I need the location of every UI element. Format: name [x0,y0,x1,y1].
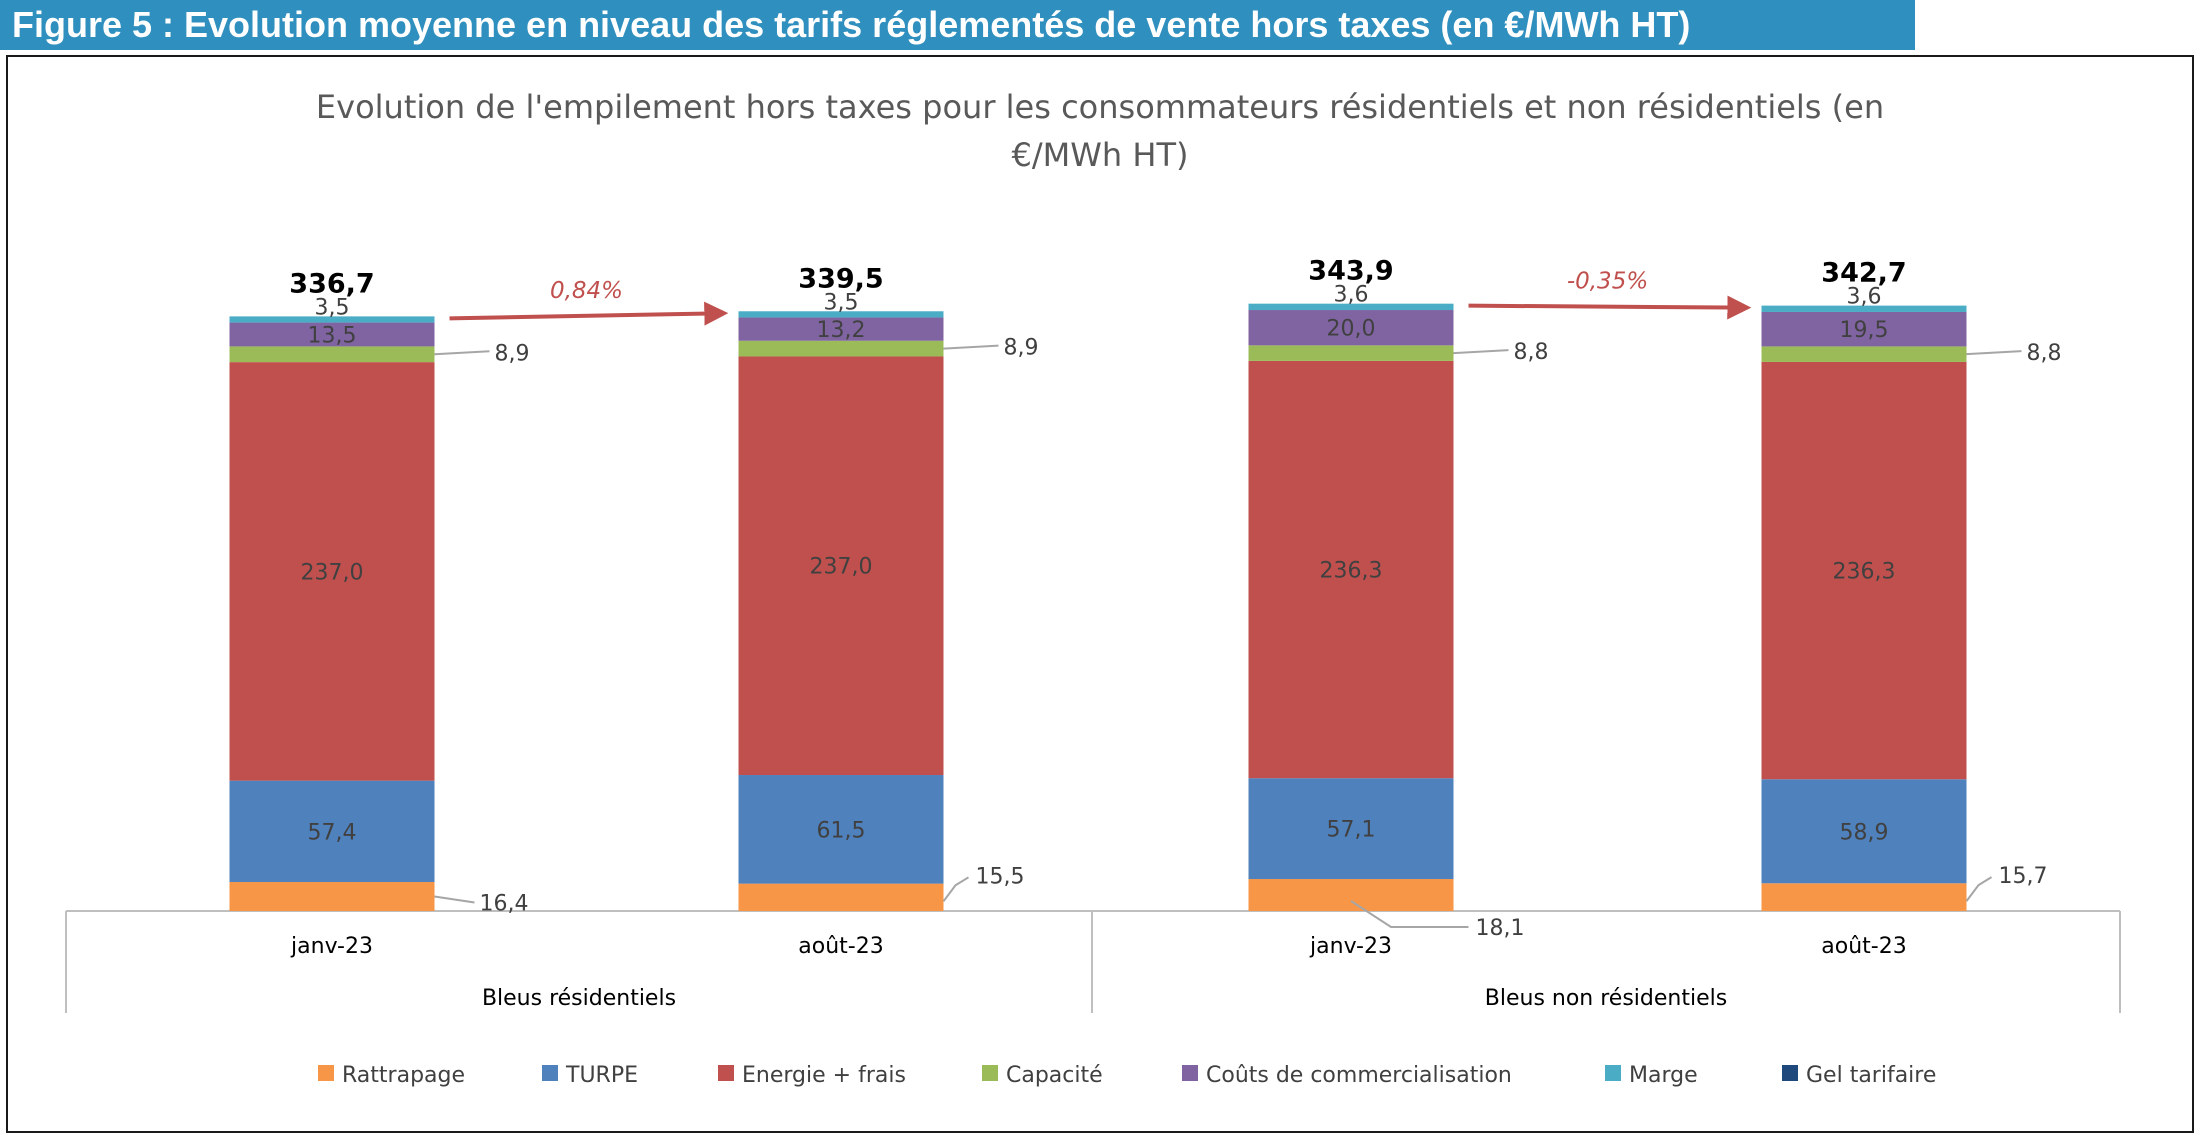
change-label-0: 0,84% [550,278,623,304]
leader-line-rattrapage-3 [1965,876,1993,902]
legend-label-marge: Marge [1629,1063,1698,1088]
data-label-turpe-3: 58,9 [1840,820,1889,845]
data-label-capacite-0: 8,9 [495,341,530,366]
legend-label-energie-frais: Energie + frais [742,1063,906,1088]
x-tick-label-2: janv-23 [1309,934,1392,959]
change-arrow-1 [1468,295,1752,320]
data-label-rattrapage-2: 18,1 [1476,916,1525,941]
change-arrow-0 [449,301,729,326]
legend-swatch-energie-frais [718,1065,734,1081]
legend-label-rattrapage: Rattrapage [342,1063,465,1088]
group-label-1: Bleus non résidentiels [1485,986,1727,1011]
chart-title-line-2: €/MWh HT) [1012,136,1189,174]
data-label-turpe-0: 57,4 [308,820,357,845]
data-label-energie-frais-0: 237,0 [301,560,364,585]
bar-segment-marge-0 [229,316,435,323]
chart-title-line-1: Evolution de l'empilement hors taxes pou… [316,88,1884,126]
bar-segment-co-ts-de-commercialisation-1 [738,317,944,341]
legend-swatch-turpe [542,1065,558,1081]
change-label-1: -0,35% [1567,269,1648,295]
legend-swatch-gel-tarifaire [1782,1065,1798,1081]
leader-line-capacite-0 [434,350,490,356]
data-label-co-ts-de-commercialisation-2: 20,0 [1327,317,1376,342]
data-label-turpe-2: 57,1 [1327,818,1376,843]
leader-line-rattrapage-1 [942,876,970,902]
bar-segment-capacit--0 [229,346,435,363]
data-label-energie-frais-2: 236,3 [1320,559,1383,584]
bar-segment-turpe-0 [229,780,435,883]
bar-segment-co-ts-de-commercialisation-2 [1248,310,1454,346]
leader-line-rattrapage-2 [1350,900,1469,928]
total-label-3: 342,7 [1821,258,1906,289]
bar-segment-rattrapage-2 [1248,879,1454,911]
bar-segment-co-ts-de-commercialisation-3 [1761,311,1967,347]
bar-segment-marge-1 [738,311,944,318]
legend-swatch-co-ts-de-commercialisation [1182,1065,1198,1081]
leader-line-capacite-2 [1453,349,1509,355]
bar-segment-rattrapage-0 [229,882,435,911]
legend-swatch-capacit- [982,1065,998,1081]
x-tick-label-3: août-23 [1821,934,1906,959]
legend-label-turpe: TURPE [565,1063,638,1088]
bar-segment-energie-frais-0 [229,362,435,781]
data-label-co-ts-de-commercialisation-3: 19,5 [1840,318,1889,343]
figure-banner: Figure 5 : Evolution moyenne en niveau d… [0,0,1915,50]
group-label-0: Bleus résidentiels [482,986,676,1011]
legend-swatch-marge [1605,1065,1621,1081]
bar-segment-energie-frais-3 [1761,361,1967,780]
bar-segment-capacit--1 [738,340,944,357]
data-label-marge-3: 3,6 [1847,285,1882,310]
legend-label-gel-tarifaire: Gel tarifaire [1806,1063,1936,1088]
bar-segment-capacit--2 [1248,345,1454,361]
bar-segment-co-ts-de-commercialisation-0 [229,322,435,347]
x-tick-label-0: janv-23 [290,934,373,959]
bar-segment-marge-3 [1761,305,1967,312]
bar-segment-turpe-1 [738,775,944,884]
data-label-rattrapage-0: 16,4 [480,892,529,917]
chart-frame [6,55,2194,1133]
data-label-marge-2: 3,6 [1334,283,1369,308]
data-label-capacite-1: 8,9 [1004,336,1039,361]
data-label-turpe-1: 61,5 [817,818,866,843]
bar-segment-rattrapage-3 [1761,883,1967,911]
data-label-capacite-3: 8,8 [2027,341,2062,366]
legend-swatch-rattrapage [318,1065,334,1081]
bar-segment-capacit--3 [1761,346,1967,362]
data-label-co-ts-de-commercialisation-1: 13,2 [817,318,866,343]
data-label-marge-1: 3,5 [824,290,859,315]
leader-line-capacite-1 [943,344,999,350]
leader-line-rattrapage-0 [434,895,475,904]
bar-segment-turpe-3 [1761,779,1967,884]
x-tick-label-1: août-23 [798,934,883,959]
data-label-marge-0: 3,5 [315,295,350,320]
bar-segment-energie-frais-2 [1248,360,1454,779]
bar-segment-energie-frais-1 [738,356,944,776]
bar-segment-marge-2 [1248,303,1454,311]
figure-title: Figure 5 : Evolution moyenne en niveau d… [12,4,1691,45]
data-label-energie-frais-1: 237,0 [810,555,873,580]
leader-line-capacite-3 [1966,350,2022,356]
data-label-energie-frais-3: 236,3 [1833,560,1896,585]
legend-label-co-ts-de-commercialisation: Coûts de commercialisation [1206,1063,1512,1088]
data-label-capacite-2: 8,8 [1514,340,1549,365]
total-label-2: 343,9 [1308,256,1393,287]
bar-segment-rattrapage-1 [738,883,944,911]
data-label-rattrapage-1: 15,5 [976,864,1025,889]
total-label-1: 339,5 [798,263,883,294]
total-label-0: 336,7 [289,268,374,299]
data-label-rattrapage-3: 15,7 [1999,864,2048,889]
bar-segment-turpe-2 [1248,778,1454,880]
data-label-co-ts-de-commercialisation-0: 13,5 [308,323,357,348]
legend-label-capacit-: Capacité [1006,1063,1103,1088]
plot-area: 57,4237,013,53,5336,761,5237,013,23,5339… [65,256,2121,1088]
